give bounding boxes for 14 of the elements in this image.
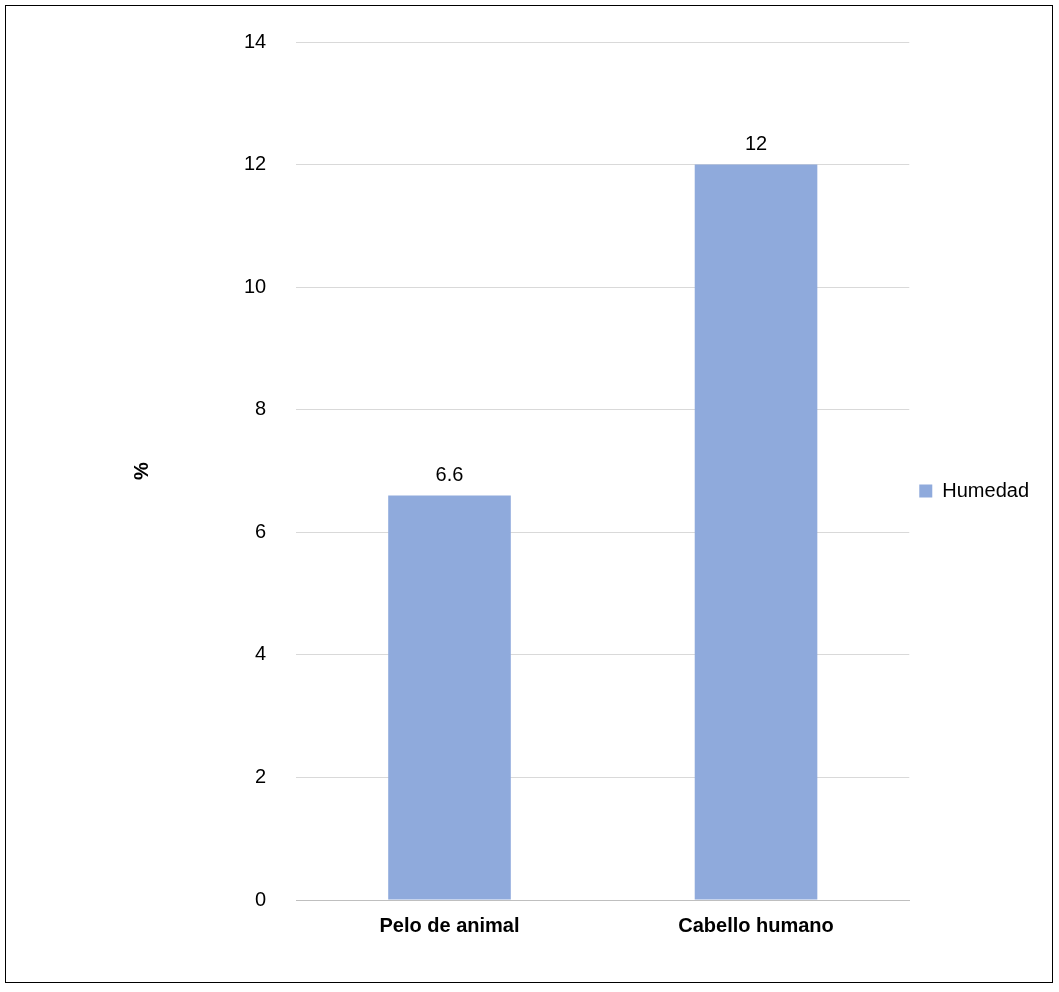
x-tick-label: Pelo de animal — [379, 913, 520, 936]
y-tick-label: 6 — [255, 519, 267, 542]
y-tick-label: 14 — [244, 29, 267, 52]
y-tick-label: 12 — [244, 152, 267, 175]
y-tick-label: 8 — [255, 397, 267, 420]
y-tick-label: 10 — [244, 274, 267, 297]
y-axis-title: % — [129, 461, 152, 480]
data-label: 12 — [744, 132, 768, 155]
legend-label: Humedad — [942, 478, 1029, 501]
x-tick-label: Cabello humano — [678, 913, 834, 936]
y-tick-label: 4 — [255, 642, 267, 665]
data-label: 6.6 — [435, 463, 464, 486]
y-tick-label: 0 — [255, 887, 267, 910]
y-tick-label: 2 — [255, 764, 267, 787]
